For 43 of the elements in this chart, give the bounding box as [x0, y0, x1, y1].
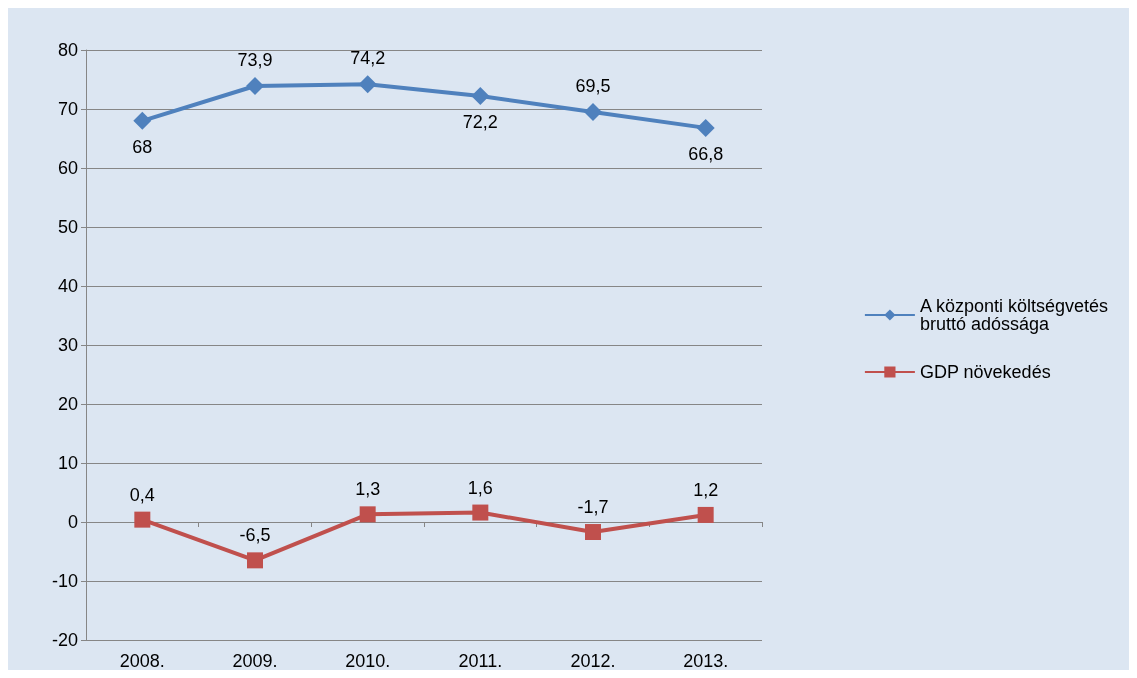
legend-label: GDP növekedés	[919, 362, 1051, 382]
point	[134, 511, 151, 528]
y-tick-label: 0	[67, 512, 78, 532]
y-tick-label: 40	[57, 276, 78, 296]
legend-label: A központi költségvetés bruttó adóssága	[919, 296, 1114, 334]
y-tick-label: 80	[57, 40, 78, 60]
x-tick-label: 2011.	[458, 651, 503, 671]
y-tick-label: 30	[57, 335, 78, 355]
point	[472, 504, 489, 521]
y-tick-label: 10	[57, 453, 78, 473]
data-label: 73,9	[237, 49, 273, 70]
x-tick-label: 2013.	[683, 651, 729, 671]
y-tick-label: -20	[51, 630, 78, 650]
x-tick-label: 2010.	[345, 651, 391, 671]
point	[697, 506, 714, 523]
data-label: 74,2	[350, 48, 386, 69]
data-label: 68	[132, 136, 153, 157]
point	[696, 118, 715, 137]
point	[584, 102, 602, 121]
x-tick-label: 2008.	[119, 651, 165, 671]
y-tick-label: -10	[51, 571, 78, 591]
data-label: 66,8	[688, 143, 724, 164]
point	[246, 76, 264, 95]
point	[585, 524, 601, 541]
point	[471, 87, 490, 106]
y-tick-label: 60	[57, 158, 78, 178]
data-label: 69,5	[575, 75, 611, 96]
x-tick-label: 2012.	[570, 651, 616, 671]
data-label: 0,4	[129, 484, 155, 505]
data-label: -1,7	[577, 497, 609, 518]
point	[358, 75, 377, 94]
x-tick-label: 2009.	[232, 651, 278, 671]
y-tick-label: 50	[57, 217, 78, 237]
data-label: -6,5	[239, 525, 271, 546]
data-label: 72,2	[462, 112, 498, 133]
y-tick-label: 70	[57, 99, 78, 119]
data-label: 1,6	[467, 477, 493, 498]
point	[133, 111, 152, 130]
data-label: 1,2	[693, 479, 719, 500]
data-label: 1,3	[355, 479, 381, 500]
point	[247, 552, 263, 569]
y-tick-label: 20	[57, 394, 78, 414]
point	[359, 506, 376, 523]
